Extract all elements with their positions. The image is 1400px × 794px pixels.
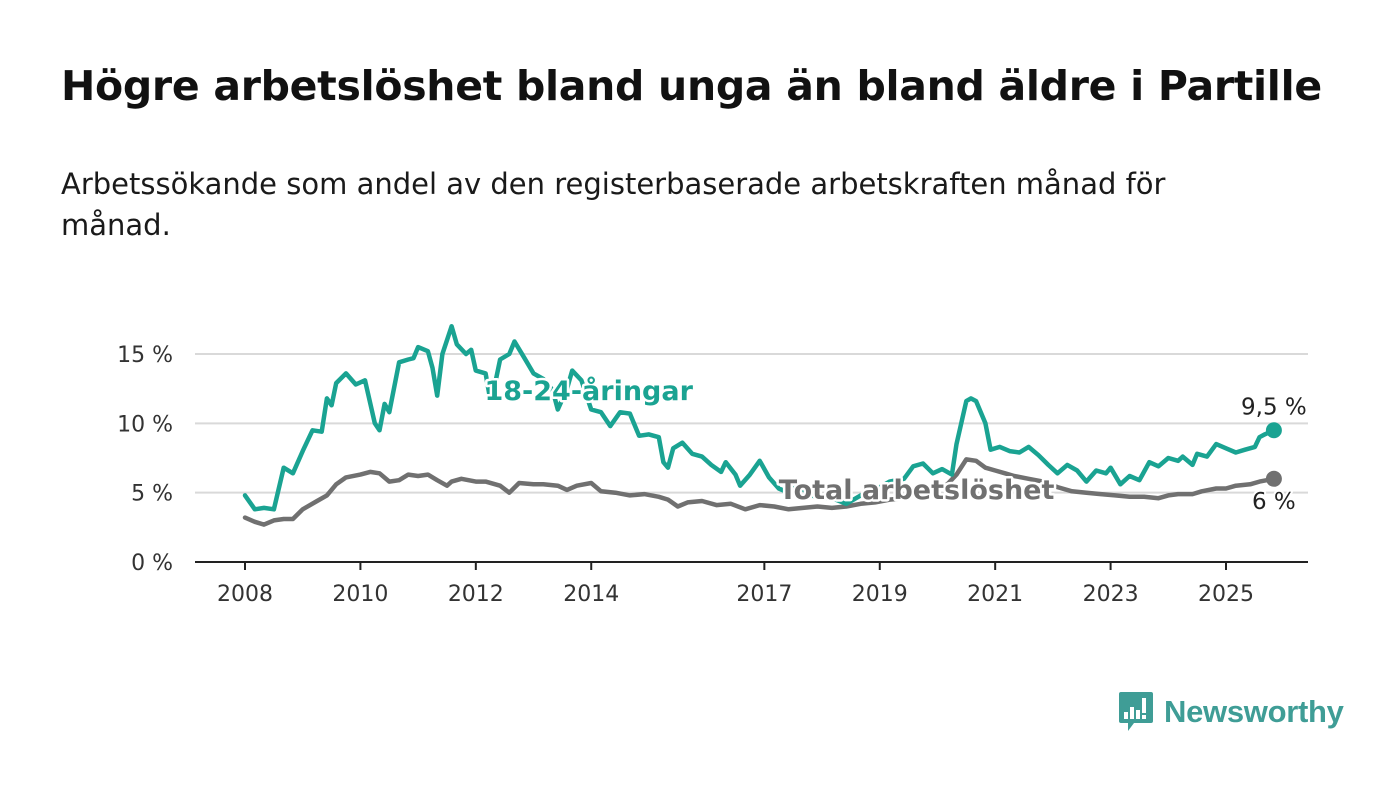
series-line-total-arbetsl-shet — [242, 457, 1277, 527]
x-tick-label: 2017 — [736, 582, 792, 607]
series-label-total: Total arbetslöshet — [779, 475, 1055, 506]
y-tick-label: 10 % — [117, 412, 173, 437]
x-tick-label: 2008 — [217, 582, 273, 607]
series-end-point-total-arbetsl-shet — [1265, 470, 1282, 487]
newsworthy-chart-icon — [1119, 692, 1153, 731]
series-labels: 18-24-åringar Total arbetslöshet 9,5 % 6 % — [482, 372, 1309, 517]
x-tick-label: 2012 — [448, 582, 504, 607]
x-tick-label: 2021 — [967, 582, 1023, 607]
x-tick-label: 2010 — [332, 582, 388, 607]
x-axis: 2008 2010 2012 2014 2017 2019 2021 2023 2025 — [217, 562, 1254, 607]
series-label-youth: 18-24-åringar — [484, 375, 693, 407]
series-end-point-18-24-ringar — [1265, 422, 1282, 439]
x-tick-label: 2025 — [1198, 582, 1254, 607]
series-line-18-24-ringar — [242, 324, 1277, 512]
y-tick-label: 5 % — [131, 482, 173, 507]
newsworthy-wordmark: Newsworthy — [1164, 694, 1344, 729]
y-tick-label: 15 % — [117, 343, 173, 368]
x-tick-label: 2023 — [1083, 582, 1139, 607]
x-tick-label: 2019 — [852, 582, 908, 607]
y-axis-tick-labels: 0 % 5 % 10 % 15 % — [117, 343, 173, 576]
y-tick-label: 0 % — [131, 551, 173, 576]
x-tick-label: 2014 — [563, 582, 619, 607]
end-value-label-youth: 9,5 % — [1241, 394, 1307, 420]
end-value-label-total: 6 % — [1252, 489, 1296, 515]
series-lines — [242, 324, 1282, 527]
chart-title: Högre arbetslöshet bland unga än bland ä… — [61, 62, 1322, 110]
chart-subtitle: Arbetssökande som andel av den registerb… — [61, 167, 1166, 242]
newsworthy-logo[interactable]: Newsworthy — [1118, 690, 1344, 734]
